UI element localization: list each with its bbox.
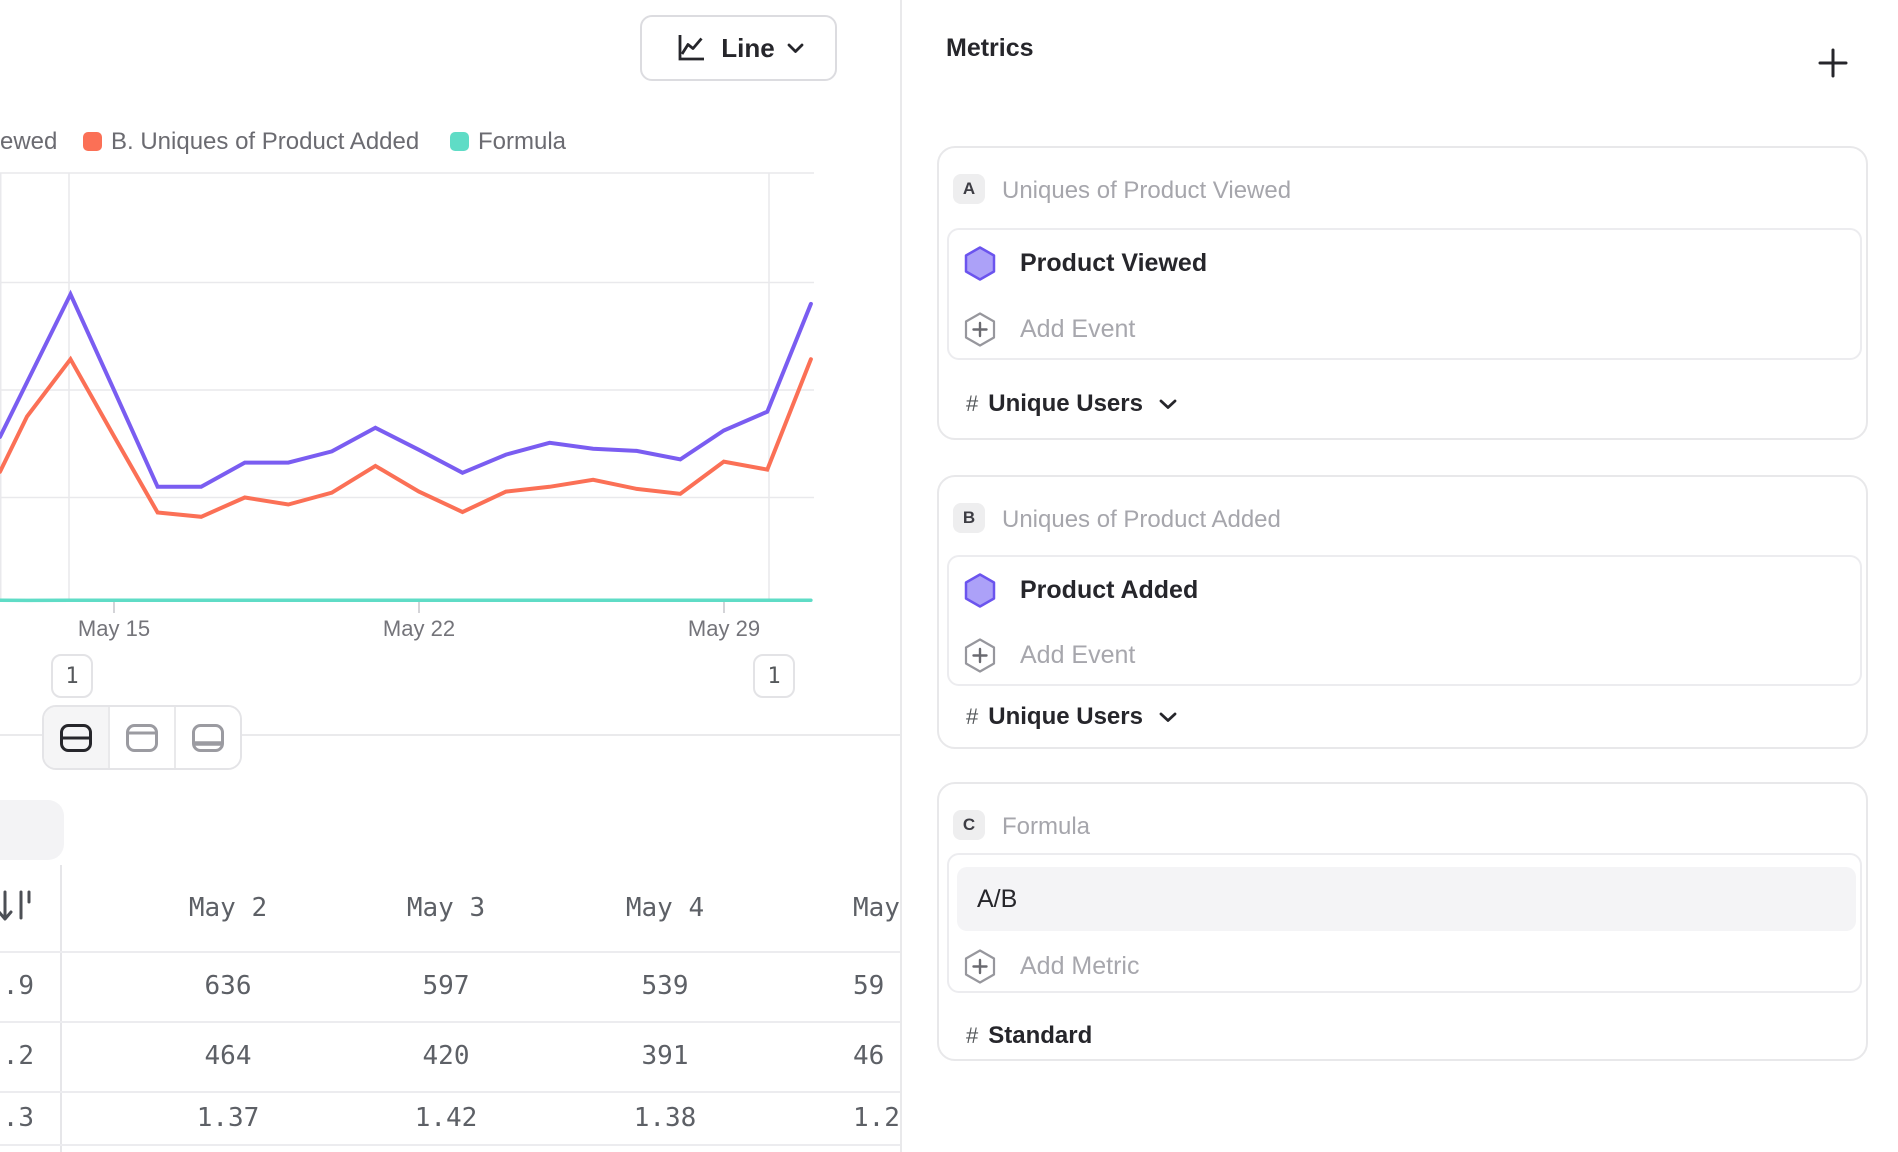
legend-swatch-b [83, 132, 102, 151]
add-event-hexagon-plus-icon [964, 637, 996, 673]
add-event-row[interactable]: Add Event [949, 622, 1860, 688]
formula-box: A/B Add Metric [947, 853, 1862, 993]
metric-card-b: B Uniques of Product Added Product Added… [937, 475, 1868, 749]
table-cell: 539 [641, 971, 689, 1001]
measure-selector[interactable]: # Unique Users [966, 703, 1177, 731]
table-header-may-3[interactable]: May 3 [406, 893, 486, 923]
table-cell: 597 [422, 971, 470, 1001]
metric-letter-badge: A [953, 174, 985, 204]
event-row[interactable]: Product Viewed [949, 230, 1860, 296]
table-cell: 420 [422, 1041, 470, 1071]
view-chart-only-button[interactable] [110, 707, 176, 768]
add-event-label: Add Event [1020, 314, 1136, 343]
section-divider [0, 734, 901, 736]
legend-item-a-cut[interactable]: ewed [0, 128, 58, 155]
view-layout-toggle [42, 705, 242, 770]
table-cell: 1.38 [633, 1102, 697, 1133]
metric-letter-badge: B [953, 503, 985, 533]
x-axis-label: May 22 [382, 616, 456, 641]
metric-card-title[interactable]: Uniques of Product Viewed [1002, 177, 1292, 204]
legend-item-formula[interactable]: Formula [478, 128, 567, 155]
chevron-down-icon [1159, 712, 1177, 722]
table-cell: 1.37 [196, 1102, 260, 1133]
metric-letter-badge: C [953, 810, 985, 840]
event-hexagon-icon [964, 572, 996, 608]
line-chart [0, 172, 814, 613]
chart-type-dropdown[interactable]: Line [640, 15, 837, 81]
chevron-down-icon [1159, 399, 1177, 409]
panel-divider [900, 0, 902, 1152]
row-header-fragment: .2 [2, 1041, 34, 1071]
table-cell-cut: 1.2 [853, 1102, 900, 1133]
measure-label: Unique Users [988, 390, 1143, 417]
series-line-a [0, 289, 813, 489]
metric-card-c-formula: C Formula A/B Add Metric # Standard [937, 782, 1868, 1061]
add-event-row[interactable]: Add Event [949, 296, 1860, 362]
x-axis-label: May 15 [77, 616, 151, 641]
event-name: Product Added [1020, 575, 1199, 604]
measure-selector[interactable]: # Standard [966, 1022, 1092, 1050]
hash-prefix: # [966, 704, 979, 729]
add-metric-hexagon-plus-icon [964, 948, 996, 984]
metric-card-title[interactable]: Formula [1002, 813, 1091, 840]
event-box: Product Added Add Event [947, 555, 1862, 686]
add-metric-row[interactable]: Add Metric [949, 933, 1860, 999]
measure-selector[interactable]: # Unique Users [966, 390, 1177, 418]
table-row-separator [0, 1021, 901, 1023]
table-header-may-2[interactable]: May 2 [188, 893, 268, 923]
table-header-may-4[interactable]: May 4 [625, 893, 705, 923]
formula-input[interactable]: A/B [957, 867, 1856, 931]
x-axis-label: May 29 [687, 616, 761, 641]
table-cell: 464 [204, 1041, 252, 1071]
legend-item-b[interactable]: B. Uniques of Product Added [111, 128, 420, 155]
row-header-fragment: .9 [2, 971, 34, 1001]
line-chart-icon [678, 35, 705, 61]
split-view-icon [60, 723, 92, 752]
chevron-down-icon [787, 43, 804, 53]
table-row-separator [0, 1144, 901, 1146]
hash-prefix: # [966, 391, 979, 416]
table-column-border [60, 865, 62, 1152]
table-row-separator [0, 951, 901, 953]
view-table-only-button[interactable] [176, 707, 240, 768]
table-cell-cut: 46 [853, 1041, 885, 1071]
hash-prefix: # [966, 1023, 979, 1048]
table-row-separator [0, 1091, 901, 1093]
table-cell: 391 [641, 1041, 689, 1071]
event-row[interactable]: Product Added [949, 557, 1860, 623]
add-event-hexagon-plus-icon [964, 311, 996, 347]
row-header-fragment: .3 [2, 1102, 34, 1133]
view-split-chart-table-button[interactable] [44, 707, 110, 768]
sort-descending-icon[interactable] [0, 886, 32, 930]
table-cell-cut: 59 [853, 971, 885, 1001]
series-tab-chip-cut[interactable] [0, 800, 64, 860]
table-view-icon [192, 723, 224, 752]
add-event-label: Add Event [1020, 640, 1136, 669]
add-metric-plus-button[interactable] [1814, 44, 1852, 82]
measure-label: Unique Users [988, 703, 1143, 730]
annotation-badge[interactable]: 1 [51, 654, 93, 698]
measure-label: Standard [988, 1022, 1093, 1049]
annotation-badge[interactable]: 1 [753, 654, 795, 698]
series-line-b [0, 355, 813, 519]
table-cell: 636 [204, 971, 252, 1001]
table-cell: 1.42 [414, 1102, 478, 1133]
metrics-panel-title: Metrics [946, 34, 1034, 62]
results-table: May 2 May 3 May 4 May .9 636 597 539 59 … [0, 865, 901, 1152]
table-header-cut[interactable]: May [853, 893, 900, 923]
chart-type-label: Line [721, 32, 775, 63]
chart-view-icon [126, 723, 158, 752]
add-metric-label: Add Metric [1020, 951, 1140, 980]
event-name: Product Viewed [1020, 248, 1208, 277]
metric-card-title[interactable]: Uniques of Product Added [1002, 506, 1281, 533]
plus-icon [1818, 48, 1848, 78]
metric-card-a: A Uniques of Product Viewed Product View… [937, 146, 1868, 440]
event-hexagon-icon [964, 245, 996, 281]
event-box: Product Viewed Add Event [947, 228, 1862, 360]
legend-swatch-formula [450, 132, 469, 151]
